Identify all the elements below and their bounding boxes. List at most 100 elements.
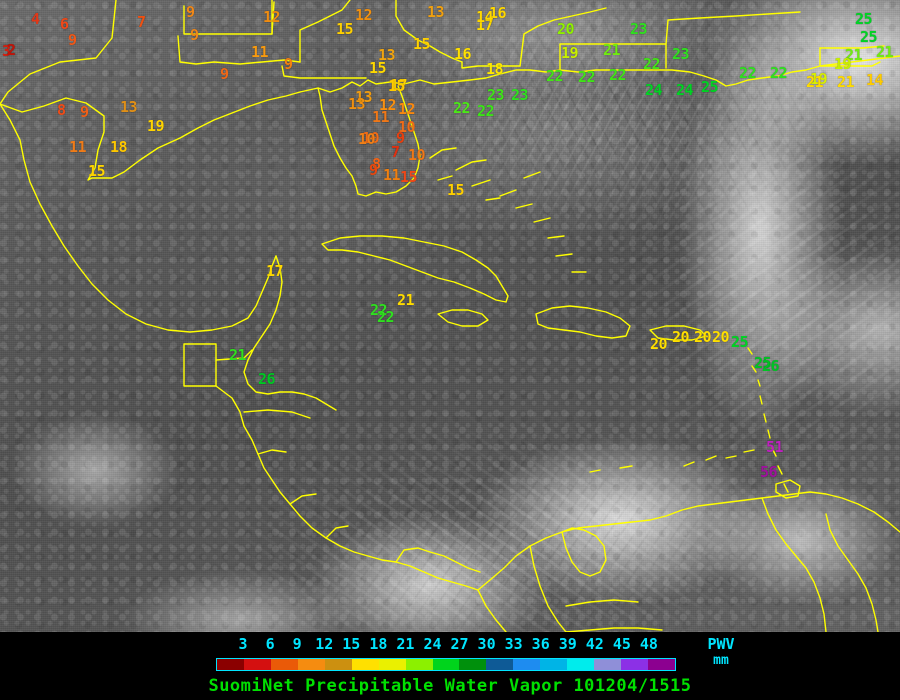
jamaica-island-path — [437, 309, 489, 327]
colorbar-tick-27: 27 — [450, 635, 469, 653]
station-pwv-value: 7 — [391, 143, 400, 161]
station-pwv-value: 23 — [672, 45, 690, 63]
colorbar-tick-9: 9 — [292, 635, 302, 653]
state-boundary-path-1 — [183, 0, 273, 35]
mexico-interior-boundary-1 — [183, 343, 217, 387]
station-pwv-value: 18 — [110, 138, 128, 156]
station-pwv-value: 23 — [487, 86, 505, 104]
station-pwv-value: 22 — [546, 67, 564, 85]
station-pwv-value: 23 — [630, 20, 648, 38]
station-pwv-value: 9 — [369, 161, 378, 179]
satellite-base-layer — [0, 0, 900, 632]
colorbar-swatch-2 — [270, 659, 298, 670]
station-pwv-value: 25 — [731, 333, 749, 351]
colorbar-tick-12: 12 — [315, 635, 334, 653]
station-pwv-value: 22 — [370, 301, 388, 319]
station-pwv-value: 13 — [378, 46, 396, 64]
station-pwv-value: 9 — [396, 129, 405, 147]
station-pwv-value: 12 — [379, 96, 397, 114]
south-america-coast-path — [477, 491, 900, 591]
station-pwv-value: 8 — [372, 155, 381, 173]
lesser-antilles-path — [747, 347, 789, 493]
colorbar-tick-39: 39 — [558, 635, 577, 653]
station-pwv-value: 25 — [860, 28, 878, 46]
florida-state-line-path — [281, 65, 367, 79]
station-pwv-value: 11 — [383, 166, 401, 184]
station-pwv-value: 22 — [770, 64, 788, 82]
colorbar-swatch-5 — [351, 659, 379, 670]
central-america-boundary-3 — [289, 493, 317, 505]
colorbar-tick-6: 6 — [265, 635, 275, 653]
station-pwv-value: 15 — [88, 162, 106, 180]
station-pwv-value: 15 — [400, 168, 418, 186]
pwv-colorbar — [216, 658, 676, 671]
station-pwv-value: 9 — [80, 103, 89, 121]
station-pwv-value: 7 — [137, 13, 146, 31]
station-pwv-value: 18 — [486, 60, 504, 78]
colorbar-swatch-0 — [217, 659, 244, 670]
central-america-boundary-4 — [325, 525, 349, 539]
state-boundary-path-3 — [177, 35, 301, 65]
station-pwv-value: 9 — [68, 31, 77, 49]
colorbar-tick-24: 24 — [423, 635, 442, 653]
station-pwv-value: 24 — [645, 81, 663, 99]
caribbean-small-islands-path — [589, 449, 755, 473]
colorbar-swatch-13 — [567, 659, 595, 670]
station-pwv-value: 11 — [251, 43, 269, 61]
coastline-overlay — [0, 0, 900, 632]
station-pwv-value: 11 — [372, 108, 390, 126]
station-pwv-value: 9 — [190, 26, 199, 44]
state-boundary-path-10 — [819, 47, 881, 67]
station-pwv-value: 15 — [336, 20, 354, 38]
station-pwv-value: 12 — [263, 8, 281, 26]
station-pwv-value: 20 — [650, 335, 668, 353]
colorbar-tick-15: 15 — [342, 635, 361, 653]
station-pwv-value: 12 — [398, 100, 416, 118]
state-boundary-path-8 — [559, 43, 667, 71]
station-pwv-value: 14 — [866, 71, 884, 89]
cloud-texture-layer-3 — [0, 0, 900, 632]
legend-panel: 3 6 9 12 15 18 21 24 27 30 33 36 39 42 45 48 PWV mm Suo… — [0, 632, 900, 700]
station-pwv-value: 19 — [147, 117, 165, 135]
colorbar-swatch-15 — [621, 659, 648, 670]
station-pwv-value: 56 — [760, 463, 778, 481]
colorbar-swatch-3 — [297, 659, 325, 670]
colorbar-swatch-16 — [648, 659, 675, 670]
station-pwv-value: 21 — [837, 73, 855, 91]
station-pwv-value: 22 — [578, 68, 596, 86]
colorbar-tick-48: 48 — [639, 635, 658, 653]
venezuela-boundary-path-1 — [529, 545, 567, 632]
state-boundary-path-5 — [395, 0, 463, 63]
colorbar-tick-21: 21 — [396, 635, 415, 653]
cloud-texture-layer-1 — [0, 0, 900, 632]
colorbar-swatch-9 — [459, 659, 487, 670]
station-pwv-value: 9 — [220, 65, 229, 83]
gulf-coast-east-path — [299, 55, 900, 93]
station-pwv-value: 16 — [489, 4, 507, 22]
central-america-boundary-1 — [243, 409, 311, 419]
station-pwv-value: 15 — [369, 59, 387, 77]
state-boundary-path-7 — [519, 7, 607, 67]
station-pwv-value: 2 — [7, 41, 16, 59]
colorbar-swatch-4 — [324, 659, 352, 670]
station-pwv-value: 21 — [603, 41, 621, 59]
trinidad-island-path — [775, 479, 801, 499]
yucatan-peninsula-path — [243, 255, 337, 411]
station-pwv-value: 21 — [229, 346, 247, 364]
hispaniola-island-path — [535, 305, 631, 339]
station-pwv-value: 17 — [390, 76, 408, 94]
station-pwv-value: 22 — [739, 64, 757, 82]
station-pwv-value: 15 — [388, 77, 406, 95]
colorbar-swatch-11 — [513, 659, 541, 670]
station-pwv-value: 21 — [397, 291, 415, 309]
station-pwv-value: 22 — [453, 99, 471, 117]
station-pwv-value: 12 — [355, 6, 373, 24]
station-pwv-value: 15 — [447, 181, 465, 199]
colorbar-swatch-6 — [378, 659, 406, 670]
station-pwv-value: 13 — [427, 3, 445, 21]
station-pwv-value: 9 — [186, 3, 195, 21]
station-pwv-value: 10 — [408, 146, 426, 164]
station-pwv-value: 15 — [413, 35, 431, 53]
state-boundary-path-11 — [819, 45, 885, 49]
